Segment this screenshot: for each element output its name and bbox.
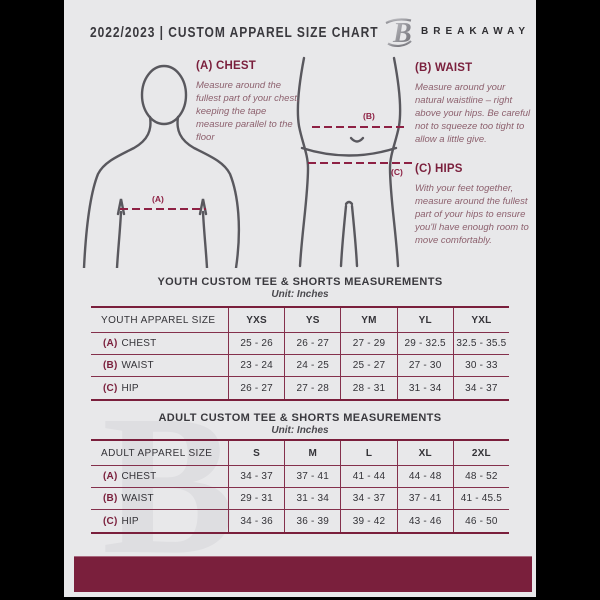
youth-table-header-row: YOUTH APPAREL SIZE YXS YS YM YL YXL: [91, 308, 509, 333]
waist-measure-line: [312, 126, 408, 128]
row-label: (B) WAIST: [91, 355, 228, 376]
youth-size-table: YOUTH APPAREL SIZE YXS YS YM YL YXL (A) …: [91, 306, 509, 401]
measurement-cell: 32.5 - 35.5: [452, 333, 509, 354]
row-label-prefix: (B): [103, 493, 118, 504]
adult-size-column-header: ADULT APPAREL SIZE: [101, 447, 213, 459]
row-label-name: CHEST: [121, 338, 157, 349]
measurement-cell: 29 - 32.5: [396, 333, 453, 354]
instruction-hips-heading: (C) HIPS: [415, 163, 463, 175]
measurement-cell: 43 - 46: [396, 510, 453, 532]
measurement-cell: 41 - 45.5: [452, 488, 509, 509]
row-label-name: CHEST: [121, 471, 157, 482]
breakaway-b-logo-icon: B: [385, 18, 412, 49]
hips-measure-line: [308, 162, 412, 164]
size-header-yxs: YXS: [228, 308, 284, 332]
measurement-cell: 27 - 29: [340, 333, 396, 354]
brand-name: BREAKAWAY: [421, 26, 531, 37]
chest-line-label: (A): [152, 194, 164, 204]
adult-hip-row: (C) HIP 34 - 36 36 - 39 39 - 42 43 - 46 …: [91, 510, 509, 532]
adult-table-header-row: ADULT APPAREL SIZE S M L XL 2XL: [91, 441, 509, 466]
instruction-hips-body: With your feet together, measure around …: [415, 183, 529, 246]
size-header-s: S: [228, 441, 284, 465]
instruction-waist-body: Measure around your natural waistline – …: [415, 82, 531, 145]
measurement-cell: 34 - 37: [340, 488, 396, 509]
instruction-chest-heading: (A) CHEST: [196, 60, 256, 72]
measurement-cell: 25 - 27: [340, 355, 396, 376]
hips-line-label: (C): [391, 167, 403, 177]
row-label-prefix: (A): [103, 471, 118, 482]
size-header-ys: YS: [284, 308, 340, 332]
youth-chest-row: (A) CHEST 25 - 26 26 - 27 27 - 29 29 - 3…: [91, 333, 509, 355]
measurement-cell: 39 - 42: [340, 510, 396, 532]
measurement-cell: 34 - 37: [452, 377, 509, 399]
brand-logo: B: [384, 15, 418, 49]
size-header-xl: XL: [396, 441, 453, 465]
row-label: (B) WAIST: [91, 488, 228, 509]
measurement-cell: 46 - 50: [452, 510, 509, 532]
measurement-cell: 30 - 33: [452, 355, 509, 376]
document-page: 2022/2023 | CUSTOM APPAREL SIZE CHART B …: [64, 0, 536, 597]
row-label-prefix: (C): [103, 382, 118, 394]
instruction-chest-body: Measure around the fullest part of your …: [196, 80, 300, 143]
row-label-name: WAIST: [121, 360, 154, 371]
measurement-cell: 31 - 34: [396, 377, 453, 399]
youth-hip-row: (C) HIP 26 - 27 27 - 28 28 - 31 31 - 34 …: [91, 377, 509, 399]
measurement-cell: 25 - 26: [228, 333, 284, 354]
row-label-name: WAIST: [121, 493, 154, 504]
youth-waist-row: (B) WAIST 23 - 24 24 - 25 25 - 27 27 - 3…: [91, 355, 509, 377]
youth-size-column-header: YOUTH APPAREL SIZE: [101, 314, 216, 326]
lower-body-figure-icon: [296, 56, 402, 268]
row-label: (A) CHEST: [91, 466, 228, 487]
page-title: 2022/2023 | CUSTOM APPAREL SIZE CHART: [90, 24, 379, 41]
measurement-cell: 48 - 52: [452, 466, 509, 487]
youth-table-unit: Unit: Inches: [271, 289, 329, 300]
measurement-cell: 37 - 41: [396, 488, 453, 509]
svg-text:B: B: [392, 18, 412, 49]
adult-chest-row: (A) CHEST 34 - 37 37 - 41 41 - 44 44 - 4…: [91, 466, 509, 488]
measurement-cell: 29 - 31: [228, 488, 284, 509]
size-header-yxl: YXL: [452, 308, 509, 332]
instruction-waist-heading: (B) WAIST: [415, 62, 473, 74]
measurement-cell: 37 - 41: [284, 466, 340, 487]
measurement-cell: 23 - 24: [228, 355, 284, 376]
chest-measure-line: [120, 208, 206, 210]
footer-bar: [74, 556, 532, 592]
measurement-cell: 34 - 36: [228, 510, 284, 532]
row-label-name: HIP: [121, 515, 139, 527]
adult-table-unit: Unit: Inches: [271, 425, 329, 436]
youth-table-title: YOUTH CUSTOM TEE & SHORTS MEASUREMENTS: [157, 276, 443, 288]
size-header-m: M: [284, 441, 340, 465]
row-label: (C) HIP: [91, 510, 228, 532]
size-header-2xl: 2XL: [452, 441, 509, 465]
measurement-cell: 27 - 28: [284, 377, 340, 399]
measurement-cell: 41 - 44: [340, 466, 396, 487]
size-header-ym: YM: [340, 308, 396, 332]
size-header-l: L: [340, 441, 396, 465]
measurement-cell: 44 - 48: [396, 466, 453, 487]
measurement-cell: 27 - 30: [396, 355, 453, 376]
row-label-prefix: (B): [103, 360, 118, 371]
measurement-cell: 26 - 27: [284, 333, 340, 354]
watermark-letter: B: [102, 375, 236, 596]
measurement-cell: 36 - 39: [284, 510, 340, 532]
adult-size-table: ADULT APPAREL SIZE S M L XL 2XL (A) CHES…: [91, 439, 509, 534]
size-header-yl: YL: [396, 308, 453, 332]
row-label: (C) HIP: [91, 377, 228, 399]
measurement-cell: 34 - 37: [228, 466, 284, 487]
adult-table-title: ADULT CUSTOM TEE & SHORTS MEASUREMENTS: [158, 412, 442, 424]
row-label-name: HIP: [121, 382, 139, 394]
adult-waist-row: (B) WAIST 29 - 31 31 - 34 34 - 37 37 - 4…: [91, 488, 509, 510]
row-label: (A) CHEST: [91, 333, 228, 354]
measurement-cell: 26 - 27: [228, 377, 284, 399]
measurement-cell: 24 - 25: [284, 355, 340, 376]
measurement-cell: 31 - 34: [284, 488, 340, 509]
row-label-prefix: (C): [103, 515, 118, 527]
waist-line-label: (B): [363, 111, 375, 121]
row-label-prefix: (A): [103, 338, 118, 349]
measurement-cell: 28 - 31: [340, 377, 396, 399]
